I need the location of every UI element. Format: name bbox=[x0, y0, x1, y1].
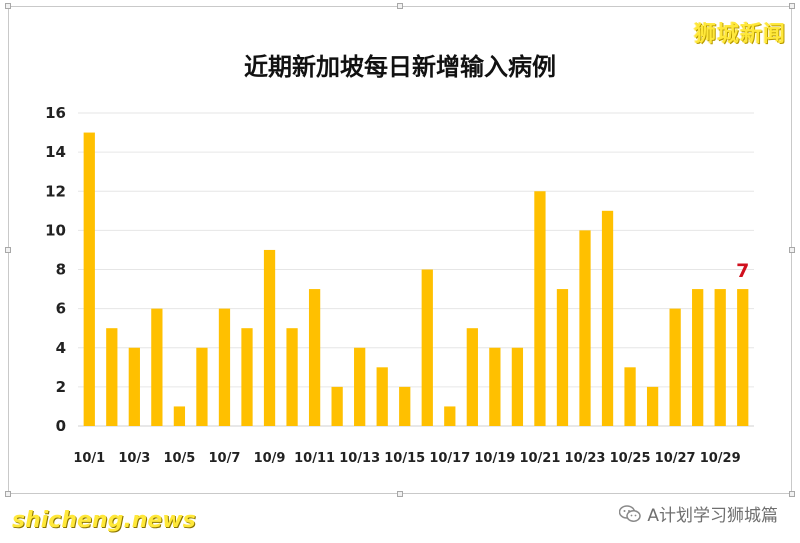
bar-10-28 bbox=[692, 289, 704, 426]
y-tick-label: 6 bbox=[56, 300, 66, 318]
x-tick-label: 10/7 bbox=[209, 451, 241, 466]
y-tick-label: 8 bbox=[56, 261, 66, 279]
resize-handle-top-left[interactable] bbox=[5, 3, 11, 9]
bar-10-11 bbox=[308, 289, 321, 426]
x-tick-label: 10/13 bbox=[339, 451, 380, 466]
bar-10-10 bbox=[286, 328, 298, 426]
bar-10-2 bbox=[106, 328, 118, 426]
x-tick-label: 10/1 bbox=[73, 451, 105, 466]
x-tick-label: 10/11 bbox=[294, 451, 335, 466]
x-tick-label: 10/21 bbox=[519, 451, 560, 466]
bar-10-20 bbox=[511, 347, 524, 426]
x-tick-label: 10/19 bbox=[474, 451, 515, 466]
x-tick-label: 10/3 bbox=[118, 451, 150, 466]
y-tick-label: 0 bbox=[56, 417, 66, 435]
x-tick-label: 10/29 bbox=[700, 451, 741, 466]
site-watermark: shicheng.news bbox=[12, 508, 196, 533]
account-watermark: A计划学习狮城篇 bbox=[619, 501, 778, 526]
bar-10-23 bbox=[579, 230, 591, 426]
data-label-last-bar: 7 bbox=[736, 260, 749, 282]
gridlines bbox=[78, 112, 754, 427]
bar-10-27 bbox=[669, 308, 681, 426]
bar-10-29 bbox=[714, 289, 726, 426]
y-tick-label: 16 bbox=[45, 104, 66, 122]
bar-10-24 bbox=[601, 210, 614, 426]
bar-10-7 bbox=[218, 308, 231, 426]
bar-10-1 bbox=[83, 132, 95, 426]
bar-10-30 bbox=[737, 289, 749, 426]
bar-10-13 bbox=[354, 347, 366, 426]
brand-watermark: 狮城新闻 bbox=[693, 22, 786, 47]
account-name: A计划学习狮城篇 bbox=[647, 506, 778, 526]
bar-10-26 bbox=[646, 386, 659, 426]
x-tick-label: 10/23 bbox=[565, 451, 606, 466]
bar-10-15 bbox=[399, 386, 411, 426]
x-tick-label: 10/9 bbox=[254, 451, 286, 466]
chart-title: 近期新加坡每日新增输入病例 bbox=[244, 53, 556, 81]
y-tick-label: 12 bbox=[45, 182, 66, 200]
bar-10-3 bbox=[128, 347, 140, 426]
bar-10-9 bbox=[263, 249, 276, 426]
bar-10-17 bbox=[444, 406, 456, 426]
y-tick-label: 10 bbox=[45, 221, 66, 239]
y-axis-ticks: 0 2 4 6 8 10 12 14 16 bbox=[45, 104, 66, 435]
x-tick-label: 10/25 bbox=[610, 451, 651, 466]
resize-handle-right[interactable] bbox=[789, 247, 795, 253]
resize-handle-bottom-right[interactable] bbox=[789, 491, 795, 497]
resize-handle-bottom-left[interactable] bbox=[5, 491, 11, 497]
resize-handle-top[interactable] bbox=[397, 3, 403, 9]
bar-10-8 bbox=[241, 328, 253, 426]
y-tick-label: 2 bbox=[56, 378, 66, 396]
bar-10-25 bbox=[624, 367, 636, 426]
bars bbox=[83, 132, 749, 426]
resize-handle-top-right[interactable] bbox=[789, 3, 795, 9]
bar-10-6 bbox=[196, 347, 208, 426]
bar-10-5 bbox=[173, 406, 186, 426]
x-tick-label: 10/5 bbox=[163, 451, 195, 466]
resize-handle-left[interactable] bbox=[5, 247, 11, 253]
wechat-icon bbox=[619, 504, 642, 523]
bar-10-22 bbox=[556, 289, 569, 426]
bar-10-12 bbox=[331, 386, 343, 426]
x-tick-label: 10/17 bbox=[429, 451, 470, 466]
bar-10-18 bbox=[466, 328, 478, 426]
resize-handle-bottom[interactable] bbox=[397, 491, 403, 497]
bar-10-4 bbox=[151, 308, 163, 426]
footer-bar: shicheng.news A计划学习狮城篇 bbox=[0, 496, 800, 543]
x-axis-ticks: 10/1 10/3 10/5 10/7 10/9 10/11 10/13 10/15 10/17… bbox=[73, 451, 740, 466]
bar-10-14 bbox=[376, 367, 388, 426]
bar-10-21 bbox=[534, 191, 546, 426]
x-tick-label: 10/15 bbox=[384, 451, 425, 466]
bar-10-19 bbox=[489, 347, 501, 426]
y-tick-label: 4 bbox=[56, 339, 66, 357]
data-labels: 7 bbox=[736, 260, 749, 282]
bar-10-16 bbox=[421, 269, 433, 426]
y-tick-label: 14 bbox=[45, 143, 66, 161]
x-tick-label: 10/27 bbox=[655, 451, 696, 466]
